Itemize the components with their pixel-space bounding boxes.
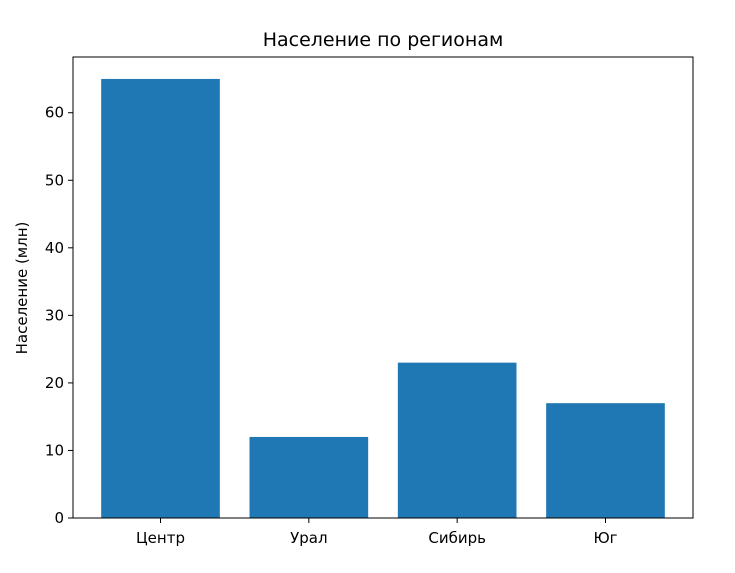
plot-frame xyxy=(72,56,694,519)
bar-0 xyxy=(101,78,220,518)
y-tick-label: 10 xyxy=(45,441,64,459)
x-tick-label: Сибирь xyxy=(428,529,486,547)
bar-2 xyxy=(397,362,517,518)
y-axis-label: Население (млн) xyxy=(13,222,31,355)
y-tick-label: 60 xyxy=(45,104,64,122)
x-tick-label: Центр xyxy=(136,529,185,547)
chart-title: Население по регионам xyxy=(263,29,504,51)
y-tick-label: 50 xyxy=(45,171,64,189)
y-tick-label: 0 xyxy=(54,509,64,527)
x-tick-label: Урал xyxy=(290,529,327,547)
x-tick-label: Юг xyxy=(593,529,617,547)
y-tick-label: 30 xyxy=(45,306,64,324)
bar-1 xyxy=(249,436,369,518)
y-tick-label: 20 xyxy=(45,374,64,392)
y-tick-label: 40 xyxy=(45,239,64,257)
bar-3 xyxy=(546,403,665,518)
